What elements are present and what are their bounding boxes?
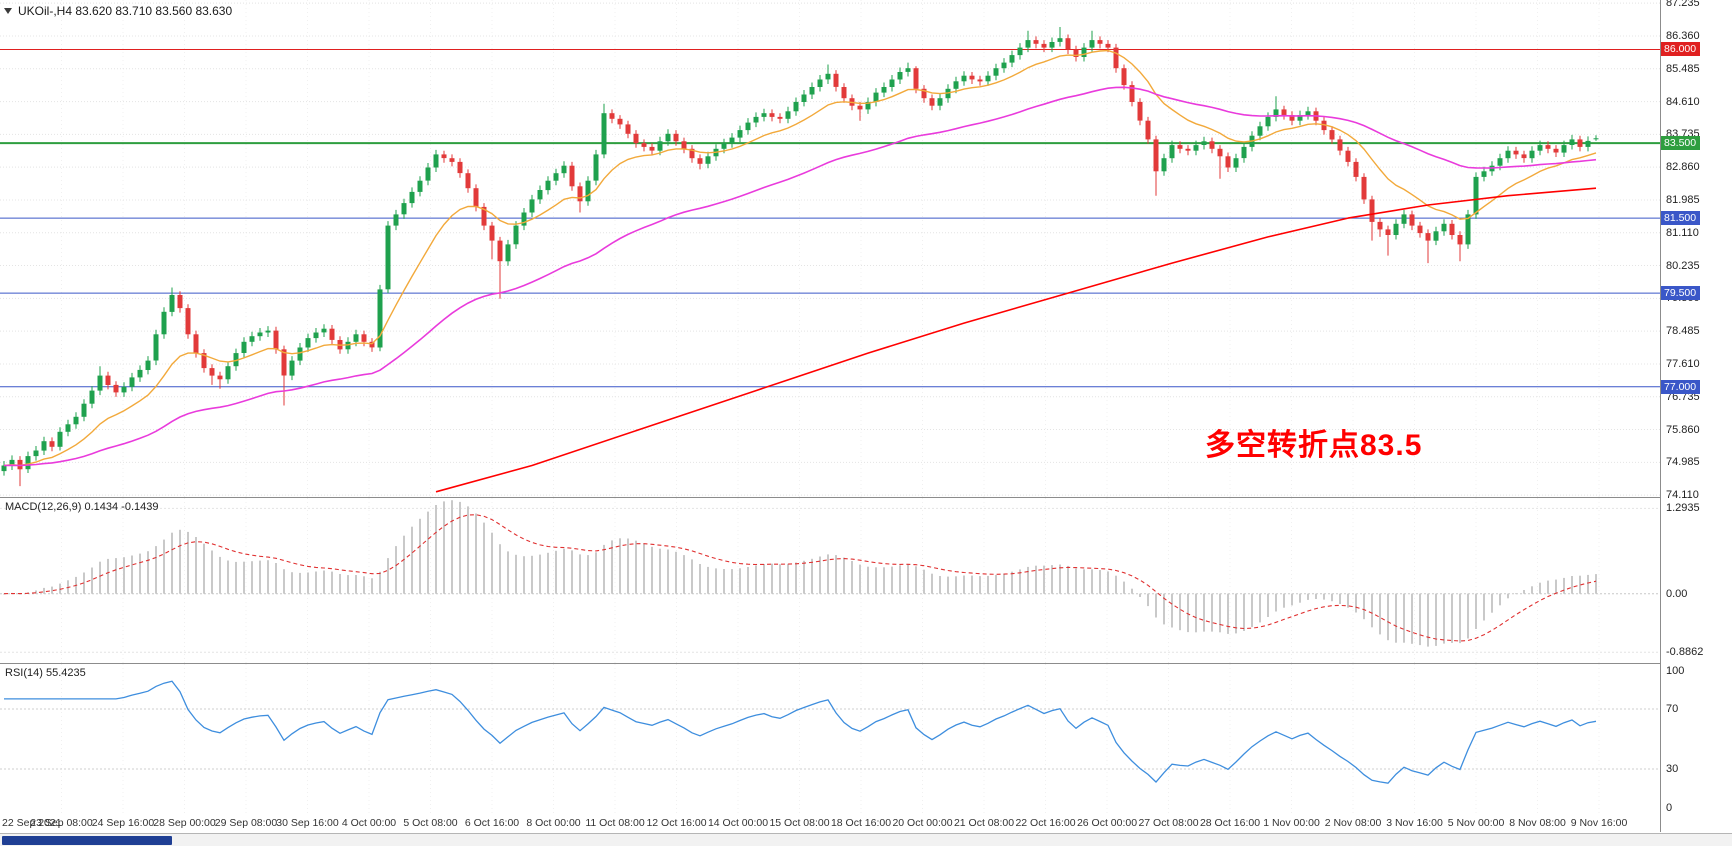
- time-axis-tick: 1 Nov 00:00: [1263, 817, 1320, 829]
- time-axis-tick: 6 Oct 16:00: [464, 817, 520, 829]
- horizontal-scrollbar[interactable]: [0, 833, 1732, 846]
- time-axis-tick: 26 Oct 00:00: [1076, 817, 1138, 829]
- time-axis-tick: 22 Oct 16:00: [1015, 817, 1076, 829]
- time-axis-tick: 14 Oct 00:00: [707, 817, 769, 829]
- scrollbar-thumb[interactable]: [2, 836, 172, 845]
- time-axis-tick: 22 Sep 2021: [2, 817, 62, 829]
- price-axis-tick: 84.610: [1666, 95, 1700, 108]
- time-axis-tick: 9 Nov 16:00: [1570, 817, 1628, 829]
- price-axis-tick: 77.610: [1666, 357, 1700, 370]
- time-axis-tick: 27 Oct 08:00: [1138, 817, 1199, 829]
- price-axis-tick: 74.110: [1666, 489, 1699, 502]
- price-axis-tick: 75.860: [1666, 423, 1700, 436]
- time-axis-tick: 21 Oct 08:00: [953, 817, 1015, 829]
- macd-axis-tick: 0.00: [1666, 587, 1688, 600]
- time-axis-tick: 11 Oct 08:00: [585, 817, 645, 829]
- price-level-badge: 79.500: [1661, 286, 1701, 301]
- time-axis-tick: 28 Oct 16:00: [1199, 817, 1261, 829]
- rsi-label: RSI(14) 55.4235: [5, 667, 86, 679]
- symbol-ohlc-label: UKOil-,H4 83.620 83.710 83.560 83.630: [18, 4, 233, 18]
- rsi-axis-tick: 30: [1666, 763, 1679, 775]
- price-axis-tick: 81.110: [1666, 226, 1699, 239]
- time-axis-tick: 29 Sep 08:00: [214, 817, 278, 829]
- price-chart-canvas[interactable]: [0, 0, 1660, 497]
- time-axis-tick: 8 Nov 08:00: [1509, 817, 1566, 829]
- time-axis-tick: 30 Sep 16:00: [276, 817, 339, 829]
- price-axis-tick: 86.360: [1666, 29, 1700, 42]
- chart-title: UKOil-,H4 83.620 83.710 83.560 83.630: [4, 4, 232, 18]
- rsi-axis-tick: 0: [1666, 802, 1673, 814]
- axis-separator: [1660, 0, 1661, 832]
- time-axis-tick: 18 Oct 16:00: [830, 817, 892, 829]
- time-axis-tick: 8 Oct 00:00: [526, 817, 581, 829]
- price-level-badge: 81.500: [1661, 211, 1701, 226]
- price-axis-tick: 78.485: [1666, 325, 1700, 338]
- price-axis-tick: 80.235: [1666, 259, 1700, 272]
- time-axis-tick: 5 Nov 00:00: [1447, 817, 1505, 829]
- price-axis-tick: 82.860: [1666, 161, 1700, 174]
- time-axis-tick: 3 Nov 16:00: [1386, 817, 1443, 829]
- time-axis-tick: 2 Nov 08:00: [1324, 817, 1382, 829]
- annotation-text[interactable]: 多空转折点83.5: [1205, 429, 1423, 462]
- macd-axis-tick: 1.2935: [1666, 502, 1700, 515]
- time-axis-tick: 4 Oct 00:00: [341, 817, 397, 829]
- price-axis-tick: 87.235: [1666, 0, 1700, 10]
- price-level-badge: 86.000: [1661, 42, 1701, 57]
- time-axis-tick: 12 Oct 16:00: [646, 817, 707, 829]
- macd-axis-tick: -0.8862: [1666, 646, 1704, 659]
- macd-label: MACD(12,26,9) 0.1434 -0.1439: [5, 501, 159, 513]
- rsi-axis-tick: 70: [1666, 703, 1679, 715]
- price-level-badge: 77.000: [1661, 379, 1701, 394]
- time-axis-tick: 23 Sep 08:00: [30, 817, 93, 829]
- time-axis-tick: 28 Sep 00:00: [153, 817, 216, 829]
- time-axis-tick: 24 Sep 16:00: [91, 817, 155, 829]
- price-axis-tick: 74.985: [1666, 456, 1700, 469]
- time-axis-tick: 5 Oct 08:00: [403, 817, 458, 829]
- price-axis[interactable]: 87.235 86.360 85.485 84.610 83.735 82.860 81.9…: [1661, 0, 1732, 832]
- candles: [1, 27, 1599, 487]
- panel-separator: [0, 663, 1732, 664]
- dropdown-arrow-icon[interactable]: [4, 8, 12, 14]
- macd-panel-canvas[interactable]: [0, 498, 1660, 663]
- time-axis-tick: 15 Oct 08:00: [769, 817, 830, 829]
- time-axis-tick: 20 Oct 00:00: [892, 817, 953, 829]
- time-axis[interactable]: 22 Sep 2021 23 Sep 08:00 24 Sep 16:00 28 Se…: [0, 814, 1660, 832]
- panel-separator: [0, 497, 1732, 498]
- price-axis-tick: 85.485: [1666, 62, 1700, 75]
- rsi-panel-canvas[interactable]: [0, 664, 1660, 814]
- price-axis-tick: 81.985: [1666, 193, 1700, 206]
- rsi-axis-tick: 100: [1666, 665, 1685, 677]
- price-level-badge: 83.500: [1661, 136, 1701, 151]
